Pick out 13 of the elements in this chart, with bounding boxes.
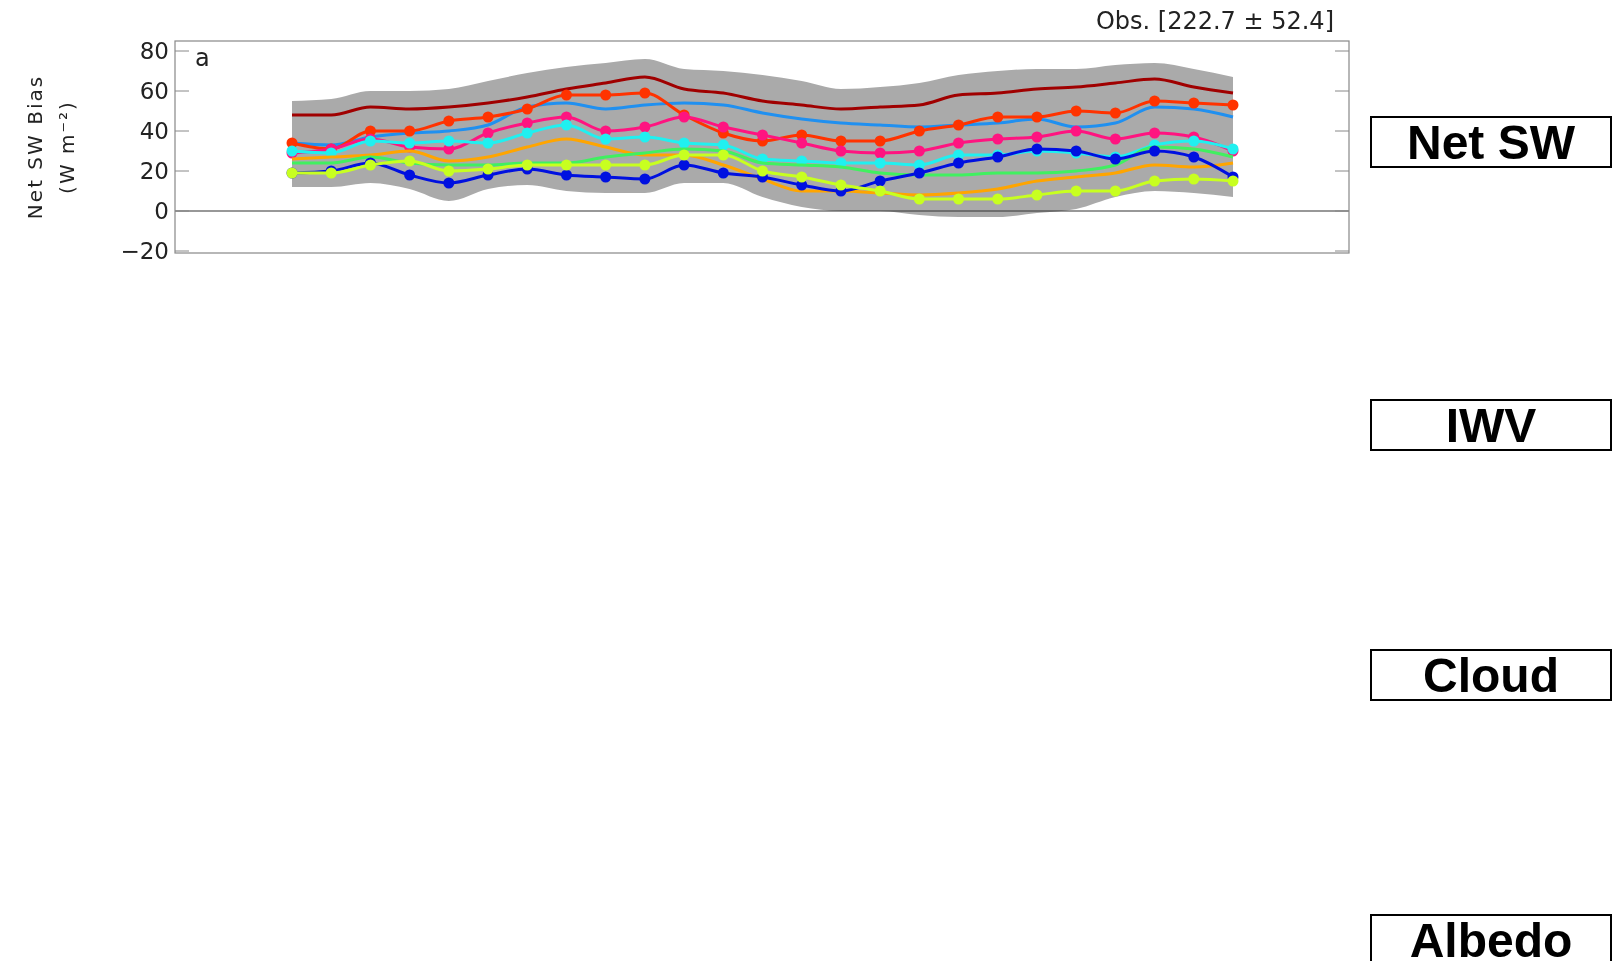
text: a: [195, 44, 210, 72]
text: Albedo: [1409, 914, 1573, 961]
text: Net SW: [1407, 116, 1576, 170]
y-axis-title: Net SW Bias (W m⁻²): [23, 74, 79, 220]
y-tick-label: 60: [139, 78, 169, 105]
y-tick-label: 0: [154, 198, 169, 225]
y-tick-label: 80: [139, 38, 169, 65]
text: Cloud: [1423, 649, 1559, 703]
y-tick-label: 40: [139, 118, 169, 145]
text: IWV: [1445, 399, 1537, 453]
y-tick-label: −20: [120, 238, 169, 265]
y-tick-label: 20: [139, 158, 169, 185]
text: Obs. [222.7 ± 52.4]: [1095, 7, 1334, 35]
